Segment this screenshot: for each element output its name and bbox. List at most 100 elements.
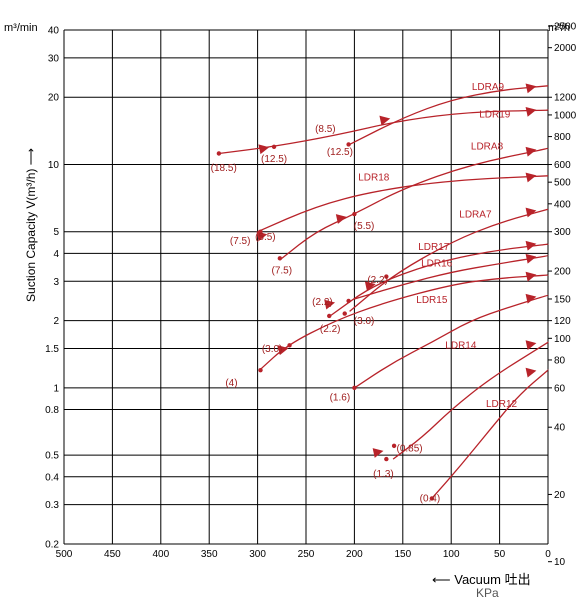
curve-ldr15 [259, 274, 549, 371]
annotation-label: (3.0) [262, 344, 283, 355]
y-tick-label-right: 2000 [554, 43, 577, 54]
arrow-head [525, 172, 537, 183]
data-point [346, 298, 351, 304]
annotation-label: (2.2) [320, 324, 341, 335]
y-tick-label-right: 1200 [554, 93, 577, 104]
y-axis-label: Suction Capacity V(m³/h) ⟶ [24, 148, 38, 302]
x-tick-label: 450 [104, 549, 121, 560]
curve-label: LDR19 [479, 110, 511, 121]
y-tick-label-right: 40 [554, 423, 566, 434]
arrow-head [258, 144, 270, 155]
x-tick-label: 300 [249, 549, 266, 560]
left-y-unit: m³/min [4, 22, 38, 34]
arrow-head [256, 231, 268, 242]
arrow-head [335, 214, 347, 224]
arrow-head [525, 367, 537, 378]
arrow-head [525, 253, 537, 264]
data-point [429, 496, 435, 501]
y-tick-label-left: 20 [48, 93, 60, 104]
x-tick-label: 50 [494, 549, 506, 560]
annotation-label: (4) [225, 378, 237, 389]
curve-label: LDRA9 [472, 82, 505, 93]
arrow-head [525, 207, 537, 218]
x-tick-label: 150 [394, 549, 411, 560]
x-axis-label-text: Vacuum 吐出 [454, 572, 531, 587]
annotation-label: (2.2) [312, 297, 333, 308]
y-tick-label-left: 30 [48, 53, 60, 64]
tick-labels: 500 450 400 350 300 250 200 150 100 50 00.20.30.40… [45, 22, 577, 569]
y-tick-label-right: 200 [554, 267, 571, 278]
y-tick-label-right: 60 [554, 383, 566, 394]
annotation-label: (12.5) [261, 154, 287, 165]
curve-label: LDR12 [486, 399, 518, 410]
y-tick-label-left: 0.8 [45, 405, 59, 416]
y-tick-label-right: 80 [554, 355, 566, 366]
up-arrow-icon: ⟶ [24, 148, 38, 166]
curves [216, 83, 549, 501]
arrow-head [525, 240, 537, 251]
y-tick-label-right: 150 [554, 294, 571, 305]
y-tick-label-right: 20 [554, 490, 566, 501]
arrow-head [277, 345, 289, 356]
annotation-label: (12.5) [327, 147, 353, 158]
x-tick-label: 100 [443, 549, 460, 560]
x-tick-label: 200 [346, 549, 363, 560]
data-point [216, 151, 222, 156]
y-tick-label-right: 1000 [554, 110, 577, 121]
arrow-head [525, 340, 537, 351]
arrow-head [379, 115, 391, 126]
grid [63, 25, 552, 563]
x-tick-label: 250 [298, 549, 315, 560]
curve-ldra8 [281, 147, 549, 259]
curve-label: LDRA8 [471, 141, 504, 152]
annotation-label: (8.5) [315, 124, 336, 135]
y-tick-label-left: 0.2 [45, 540, 59, 551]
y-tick-label-left: 4 [53, 249, 59, 260]
y-tick-label-left: 40 [48, 26, 60, 37]
annotation-label: (0.85) [397, 443, 423, 454]
arrow-head [525, 271, 537, 282]
y-tick-label-left: 5 [53, 227, 59, 238]
curve-label: LDR16 [421, 258, 453, 269]
data-point [258, 229, 263, 234]
y-tick-label-right: 100 [554, 334, 571, 345]
y-tick-label-left: 3 [53, 277, 59, 288]
annotation-label: (7.5) [272, 266, 293, 277]
data-point [352, 211, 357, 217]
data-point [352, 385, 357, 391]
arrow-head [372, 448, 384, 458]
data-point [384, 274, 389, 279]
y-tick-label-right: 600 [554, 160, 571, 171]
data-point [342, 311, 347, 316]
annotation-label: (1.3) [373, 469, 394, 480]
left-arrow-icon: ⟵ [432, 572, 455, 587]
y-tick-label-left: 1 [53, 383, 59, 394]
curve-ldr12 [392, 341, 549, 460]
annotation-label: (18.5) [211, 163, 237, 174]
data-point [271, 144, 277, 149]
x-axis-unit: KPa [476, 586, 499, 600]
curve-label: LDRA7 [459, 209, 492, 220]
y-tick-label-left: 0.5 [45, 451, 59, 462]
y-axis-label-text: Suction Capacity V(m³/h) [24, 168, 38, 302]
data-point [384, 456, 389, 462]
arrow-head [525, 146, 537, 157]
x-tick-label: 500 [56, 549, 73, 560]
data-point [277, 256, 283, 261]
y-tick-label-right: 120 [554, 316, 571, 327]
y-tick-label-right: 300 [554, 227, 571, 238]
arrow-head [525, 83, 537, 94]
y-tick-label-left: 10 [48, 160, 60, 171]
arrow-head [324, 299, 336, 310]
data-point [391, 443, 397, 449]
curve-label: LDR14 [445, 341, 477, 352]
arrow-head [525, 106, 537, 117]
annotation-label: (5.5) [354, 221, 375, 232]
data-point [287, 343, 292, 348]
annotation-label: (2.2) [367, 275, 388, 286]
annotation-label: (0.4) [420, 493, 441, 504]
curve-label: LDR17 [418, 242, 450, 253]
y-tick-label-left: 2 [53, 316, 59, 327]
y-tick-label-right: 2500 [554, 22, 577, 33]
